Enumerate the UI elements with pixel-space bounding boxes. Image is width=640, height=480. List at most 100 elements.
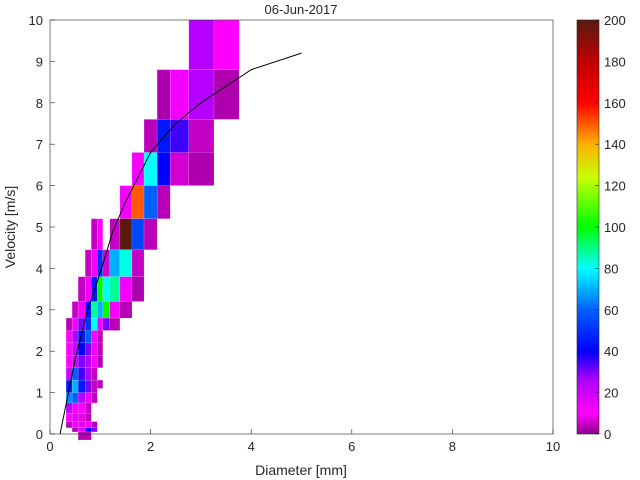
- heatmap-cell: [71, 427, 79, 433]
- colorbar-tick-label: 60: [604, 303, 618, 318]
- heatmap-cell: [84, 392, 92, 404]
- x-tick-label: 4: [248, 439, 255, 454]
- heatmap-cell: [71, 392, 79, 404]
- x-tick-label: 2: [147, 439, 154, 454]
- heatmap-cell: [84, 317, 92, 331]
- y-tick-label: 5: [36, 220, 43, 235]
- heatmap-cell: [102, 301, 111, 319]
- x-axis-label: Diameter [mm]: [255, 462, 347, 478]
- colorbar-tick-label: 180: [604, 54, 626, 69]
- heatmap-cell: [131, 276, 145, 302]
- chart-title: 06-Jun-2017: [265, 2, 338, 17]
- colorbar-tick-label: 20: [604, 386, 618, 401]
- heatmap-cell: [90, 330, 98, 344]
- y-axis: 0 1 2 3 4 5 6 7 8 9 10: [29, 13, 55, 442]
- heatmap-cell: [97, 342, 104, 356]
- heatmap-cell: [213, 19, 240, 70]
- y-tick-label: 2: [36, 344, 43, 359]
- heatmap-cell: [77, 301, 86, 319]
- heatmap-cell: [97, 317, 104, 331]
- heatmap-cell: [143, 152, 158, 186]
- heatmap-cell: [90, 317, 98, 331]
- heatmap-cell: [119, 301, 133, 319]
- y-tick-label: 4: [36, 261, 43, 276]
- heatmap-cell: [169, 119, 190, 153]
- x-tick-label: 8: [449, 439, 456, 454]
- heatmap-cell: [71, 421, 79, 429]
- heatmap-cell: [71, 413, 79, 422]
- heatmap-cell: [109, 218, 121, 251]
- colorbar-tick-label: 200: [604, 13, 626, 28]
- heatmap-cell: [84, 421, 92, 429]
- heatmap-cell: [77, 379, 86, 393]
- y-tick-label: 9: [36, 54, 43, 69]
- heatmap-cell: [65, 413, 73, 422]
- heatmap-cell: [109, 301, 121, 319]
- heatmap-cell: [97, 379, 104, 389]
- heatmap-cell: [131, 218, 145, 251]
- heatmap-cell: [84, 402, 92, 414]
- heatmap-cell: [90, 249, 98, 277]
- heatmap-cell: [97, 355, 104, 369]
- fit-line-group: [59, 52, 302, 435]
- heatmap-cell: [84, 249, 92, 277]
- heatmap-cell: [84, 413, 92, 422]
- heatmap-cell: [90, 379, 98, 393]
- heatmap-cell: [143, 185, 158, 219]
- y-tick-label: 6: [36, 179, 43, 194]
- heatmap-cell: [84, 379, 92, 393]
- heatmap-cell: [90, 421, 98, 429]
- heatmap-cell: [109, 249, 121, 277]
- heatmap-cell: [143, 218, 158, 251]
- heatmap-cell: [90, 355, 98, 369]
- heatmap-cell: [77, 355, 86, 369]
- heatmap-cell: [102, 317, 111, 331]
- heatmap-cell: [77, 413, 86, 422]
- colorbar-axis: 0 20 40 60 80 100 120 140 160 180 200: [595, 13, 626, 442]
- heatmap-cell: [90, 301, 98, 319]
- y-tick-label: 1: [36, 386, 43, 401]
- heatmap-cell: [156, 69, 171, 120]
- y-tick-label: 8: [36, 96, 43, 111]
- x-axis: 0 2 4 6 8 10: [46, 429, 560, 454]
- heatmap-cell: [77, 431, 92, 441]
- heatmap-cell: [188, 119, 215, 153]
- heatmap-cell: [97, 330, 104, 344]
- heatmap-cell: [102, 276, 111, 302]
- heatmap-cell: [169, 152, 190, 186]
- x-tick-label: 0: [46, 439, 53, 454]
- heatmap-cell: [77, 367, 86, 381]
- heatmap-cell: [90, 367, 98, 381]
- heatmap-cell: [84, 330, 92, 344]
- heatmap-cell: [97, 218, 104, 251]
- heatmap-cell: [65, 317, 73, 331]
- heatmap-cell: [77, 427, 86, 433]
- heatmap-cell: [65, 421, 73, 429]
- heatmap-cell: [77, 421, 86, 429]
- heatmap-cell: [90, 342, 98, 356]
- heatmap-cell: [77, 276, 86, 302]
- colorbar-tick-label: 160: [604, 96, 626, 111]
- heatmap-cell: [119, 249, 133, 277]
- heatmap-cell: [131, 185, 145, 219]
- heatmap-cell: [84, 355, 92, 369]
- heatmap-cells: [65, 19, 240, 441]
- heatmap-cell: [156, 152, 171, 186]
- x-tick-label: 6: [348, 439, 355, 454]
- heatmap-cell: [131, 249, 145, 277]
- y-tick-label: 0: [36, 427, 43, 442]
- heatmap-cell: [71, 402, 79, 414]
- y-tick-label: 10: [29, 13, 43, 28]
- heatmap-cell: [71, 301, 79, 319]
- heatmap-cell: [84, 367, 92, 381]
- heatmap-cell: [77, 402, 86, 414]
- colorbar-tick-label: 40: [604, 344, 618, 359]
- heatmap-cell: [90, 427, 98, 433]
- colorbar-tick-label: 140: [604, 137, 626, 152]
- y-tick-label: 3: [36, 303, 43, 318]
- heatmap-cell: [188, 152, 215, 186]
- x-tick-label: 10: [546, 439, 560, 454]
- colorbar-tick-label: 100: [604, 220, 626, 235]
- heatmap-cell: [84, 427, 92, 433]
